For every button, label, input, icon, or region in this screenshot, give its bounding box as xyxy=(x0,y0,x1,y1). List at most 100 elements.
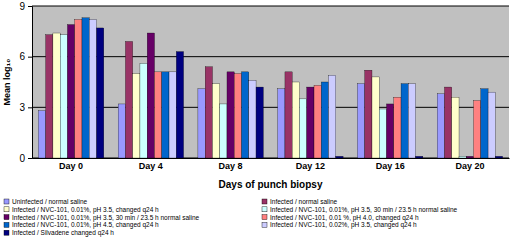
series xyxy=(82,18,488,158)
legend-label: Infected / Silvadene changed q24 h xyxy=(12,229,114,237)
legend-item: Infected / Silvadene changed q24 h xyxy=(4,229,114,237)
bar xyxy=(408,84,415,158)
bar xyxy=(401,84,408,158)
x-axis: Day 0 Day 4 Day 8 Day 12 Day 16 Day 20 xyxy=(33,158,510,171)
bar xyxy=(357,84,364,158)
bar xyxy=(329,75,336,158)
legend-swatch xyxy=(4,230,9,235)
y-tick-label: 0 xyxy=(19,153,25,164)
bar xyxy=(205,67,212,158)
legend-label: Infected / NVC-101, 0.01%, pH 3.5, 30 mi… xyxy=(270,206,458,214)
grid-line xyxy=(32,6,509,7)
bar xyxy=(365,70,372,158)
bar xyxy=(53,33,60,158)
series xyxy=(75,20,481,158)
bar xyxy=(220,104,227,158)
y-tick-label: 6 xyxy=(19,51,25,62)
series xyxy=(97,28,503,158)
bar xyxy=(372,77,379,158)
y-tick-mark xyxy=(28,158,32,159)
bar xyxy=(67,25,74,158)
legend-label: Infected / NVC-101, 0.01%, pH 3.5, chang… xyxy=(12,206,159,214)
series xyxy=(89,20,495,158)
bar xyxy=(198,89,205,158)
bar xyxy=(444,87,451,158)
y-axis: 0369 xyxy=(19,1,32,164)
series xyxy=(67,25,473,158)
bar xyxy=(176,52,183,158)
legend-label: Infected / NVC-101, 0.01%, pH 4.5, chang… xyxy=(12,221,159,229)
bar xyxy=(285,72,292,158)
bar xyxy=(256,87,263,158)
bar xyxy=(147,33,154,158)
legend-swatch xyxy=(4,215,9,220)
legend-item: Infected / NVC-101, 0.01%, pH 3.5, 30 mi… xyxy=(262,206,458,214)
series xyxy=(60,35,466,158)
bar xyxy=(38,111,45,158)
x-tick: Day 8 xyxy=(219,158,243,171)
legend-label: Uninfected / normal saline xyxy=(12,198,88,205)
bar xyxy=(474,101,481,158)
legend-swatch xyxy=(262,222,267,227)
bar xyxy=(466,156,473,158)
bar xyxy=(292,82,299,158)
bar xyxy=(154,72,161,158)
bar xyxy=(162,72,169,158)
bar xyxy=(118,104,125,158)
x-axis-line xyxy=(33,158,510,159)
y-tick: 6 xyxy=(19,51,32,62)
bar xyxy=(387,104,394,158)
bar xyxy=(249,80,256,158)
x-tick-label: Day 8 xyxy=(219,161,243,171)
bar xyxy=(97,28,104,158)
bar xyxy=(459,156,466,158)
y-axis-title: Mean log₁₀ xyxy=(2,59,12,106)
grid xyxy=(32,6,509,158)
legend-swatch xyxy=(262,207,267,212)
legend-item: Infected / NVC-101, 0.01 %, pH 4.0, chan… xyxy=(262,214,419,222)
x-tick: Day 0 xyxy=(59,158,83,171)
legend-swatch xyxy=(4,207,9,212)
bar xyxy=(452,97,459,158)
bar xyxy=(82,18,89,158)
legend-label: Infected / NVC-101, 0.02%, pH 3.5, chang… xyxy=(270,221,417,229)
legend-label: Infected / normal saline xyxy=(270,198,338,205)
y-tick: 9 xyxy=(19,1,32,12)
bar xyxy=(321,82,328,158)
bar xyxy=(314,85,321,158)
x-tick-label: Day 20 xyxy=(455,161,484,171)
legend-item: Infected / NVC-101, 0.01%, pH 4.5, chang… xyxy=(4,221,159,229)
bar xyxy=(227,72,234,158)
series xyxy=(46,35,452,158)
legend-item: Infected / NVC-101, 0.01%, pH 3.5, chang… xyxy=(4,206,159,214)
chart: 0369Day 0Day 4Day 8Day 12Day 16Day 20Mea… xyxy=(0,0,512,237)
bar xyxy=(212,84,219,158)
y-tick: 0 xyxy=(19,153,32,164)
bar xyxy=(234,74,241,158)
bar xyxy=(242,72,249,158)
bars xyxy=(38,18,502,158)
bar xyxy=(495,156,502,158)
bar xyxy=(336,156,343,158)
x-tick: Day 12 xyxy=(296,158,325,171)
bar xyxy=(169,72,176,158)
x-tick: Day 20 xyxy=(455,158,484,171)
bar xyxy=(89,20,96,158)
bar xyxy=(307,87,314,158)
y-tick-mark xyxy=(28,57,32,58)
bar xyxy=(125,41,132,158)
bar xyxy=(437,94,444,158)
x-tick-label: Day 4 xyxy=(139,161,163,171)
bar xyxy=(394,97,401,158)
plot-background xyxy=(32,6,509,158)
x-tick-label: Day 16 xyxy=(376,161,405,171)
x-tick-label: Day 12 xyxy=(296,161,325,171)
legend: Uninfected / normal saline Infected / nor… xyxy=(4,198,458,237)
bar xyxy=(379,109,386,158)
bar xyxy=(488,92,495,158)
legend-label: Infected / NVC-101, 0.01 %, pH 4.0, chan… xyxy=(270,214,419,222)
bar xyxy=(133,74,140,158)
legend-swatch xyxy=(4,222,9,227)
x-tick-label: Day 0 xyxy=(59,161,83,171)
x-tick: Day 4 xyxy=(139,158,163,171)
